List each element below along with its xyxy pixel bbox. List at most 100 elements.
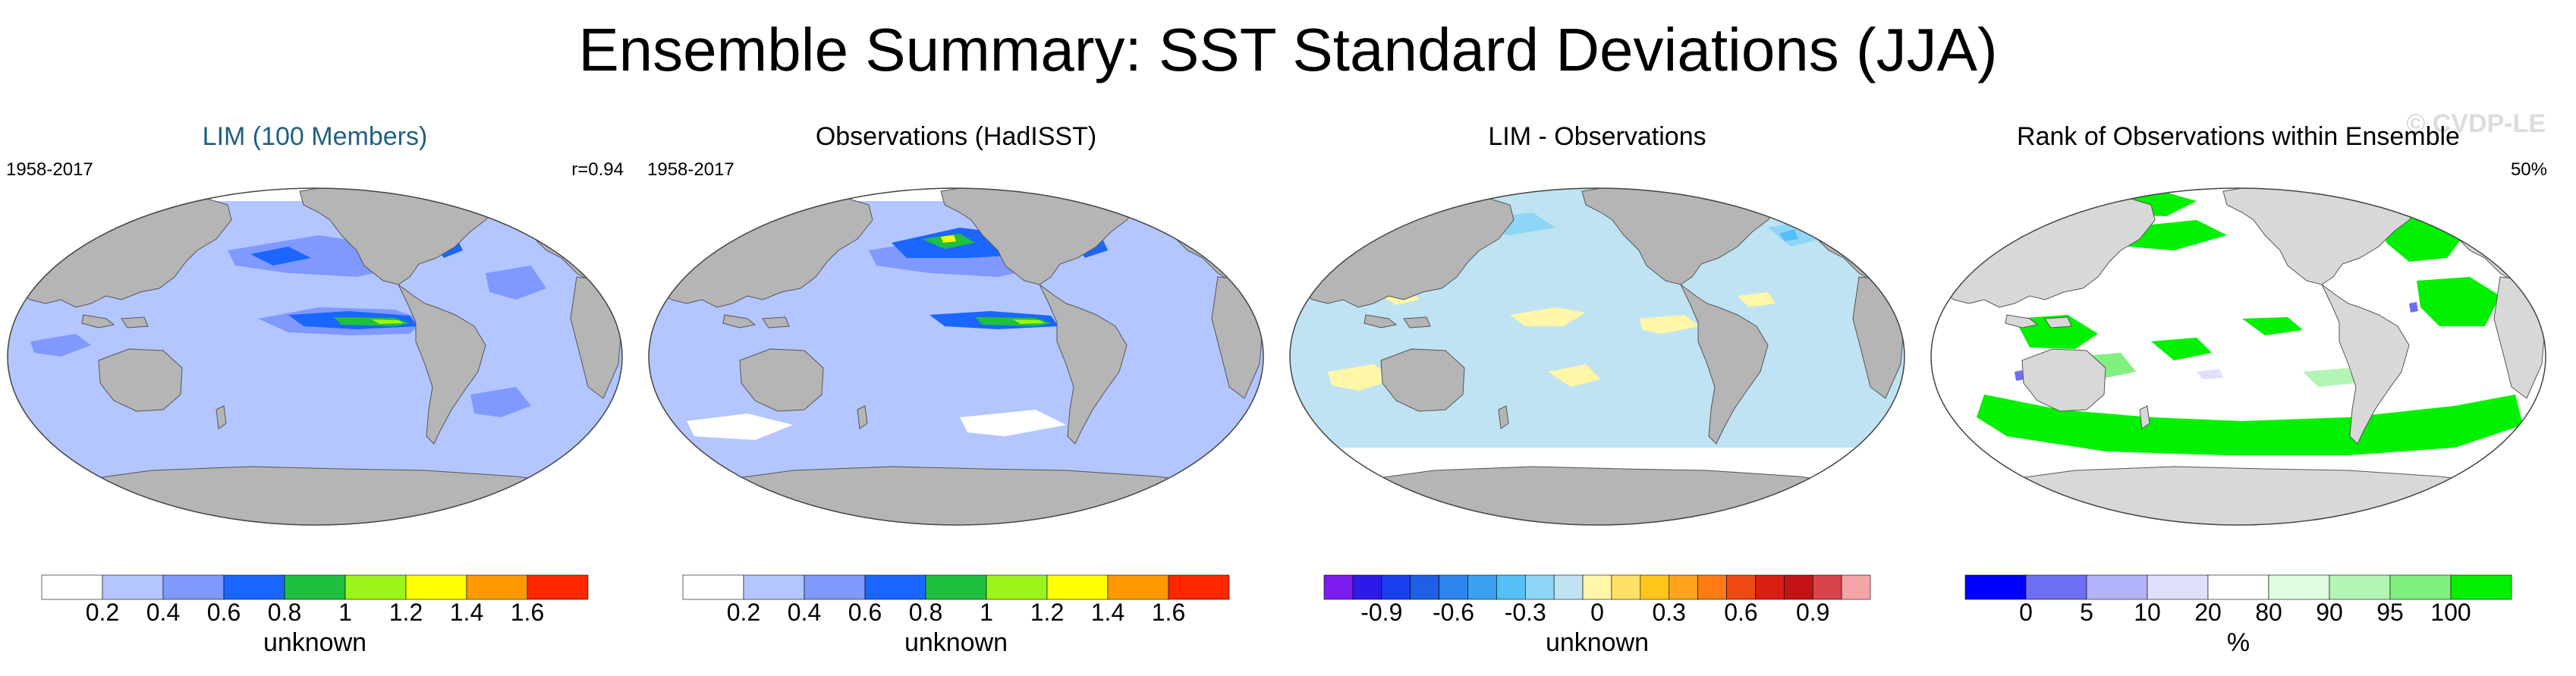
field-contour — [1328, 364, 1396, 391]
colorbar-tick-label: -0.6 — [1433, 599, 1474, 625]
colorbar-tick-label: 0.6 — [207, 599, 241, 625]
correlation-label: r=0.94 — [571, 159, 624, 180]
land-mass — [2044, 316, 2072, 329]
colorbar-swatch — [2329, 574, 2391, 600]
colorbar-tick-label: 1.4 — [1091, 599, 1124, 625]
field-contour — [1977, 395, 2523, 455]
land-mass — [81, 314, 115, 329]
colorbar-tick-label: 100 — [2430, 599, 2471, 625]
colorbar-swatch — [1352, 574, 1382, 600]
colorbar-swatch — [1697, 574, 1727, 600]
land-mass — [98, 348, 183, 412]
land-mass — [739, 348, 824, 412]
field-contour — [2015, 370, 2024, 381]
colorbar-swatch — [1640, 574, 1670, 600]
watermark: © CVDP-LE — [2406, 109, 2546, 138]
colorbar-swatch — [1553, 574, 1584, 600]
land-mass — [398, 284, 486, 445]
field-contour — [1548, 364, 1601, 387]
colorbar-swatch — [1841, 574, 1871, 600]
colorbar-swatch — [1410, 574, 1439, 600]
field-contour — [334, 317, 410, 326]
colorbar-graphic: 0.2 0.4 0.6 0.8 1 1.2 1.4 1.6 — [682, 574, 1230, 626]
colorbar: 0 5 10 20 80 90 95 100 % — [1923, 572, 2553, 663]
colorbar-swatch — [344, 574, 407, 600]
land-mass — [1403, 316, 1431, 329]
colorbar-tick-label: 0.6 — [1724, 599, 1757, 625]
colorbar-swatch — [223, 574, 285, 600]
colorbar-tick-label: 1.6 — [1152, 599, 1185, 625]
panel-title: LIM (100 Members) — [202, 122, 428, 151]
land-mass — [1349, 466, 1860, 525]
colorbar-swatch — [1784, 574, 1813, 600]
world-map — [1930, 187, 2546, 526]
field-contour — [2151, 338, 2212, 360]
colorbar-tick-label: 1.2 — [1030, 599, 1064, 625]
panel-difference: LIM - Observations -0.9 -0.6 -0.3 0 0.3 0.6 0.… — [1282, 114, 1912, 671]
colorbar-tick-label: 20 — [2194, 599, 2222, 625]
field-contour — [2303, 368, 2356, 387]
colorbar-swatch — [1582, 574, 1612, 600]
map-field — [1931, 188, 2546, 525]
land-mass — [121, 316, 149, 329]
field-contour — [250, 247, 311, 266]
colorbar-swatch — [1611, 574, 1641, 600]
field-contour — [2242, 317, 2303, 335]
colorbar-graphic: -0.9 -0.6 -0.3 0 0.3 0.6 0.9 — [1323, 574, 1871, 626]
panel-obs-std: Observations (HadISST) 1958-2017 0.2 0.4 0… — [641, 114, 1271, 671]
colorbar-swatch — [284, 574, 346, 600]
land-mass — [722, 314, 756, 329]
map-field — [649, 188, 1263, 525]
colorbar-tick-label: 0 — [1590, 599, 1604, 625]
colorbar-tick-label: 1 — [338, 599, 352, 625]
land-mass — [1767, 188, 1829, 209]
colorbar-swatch — [466, 574, 528, 600]
land-mass — [2408, 188, 2471, 209]
field-contour — [755, 188, 838, 199]
period-label: 1958-2017 — [6, 159, 93, 180]
colorbar-swatch — [1812, 574, 1842, 600]
colorbar-tick-label: 80 — [2255, 599, 2282, 625]
colorbar-swatch — [1496, 574, 1526, 600]
colorbar-tick-label: 90 — [2316, 599, 2343, 625]
colorbar-swatch — [2389, 574, 2452, 600]
land-mass — [1126, 188, 1188, 209]
colorbar-tick-label: 0.9 — [1796, 599, 1829, 625]
colorbar-swatch — [2025, 574, 2087, 600]
colorbar-tick-label: 10 — [2134, 599, 2161, 625]
colorbar-tick-label: 0.4 — [146, 599, 180, 625]
colorbar-swatch — [2207, 574, 2269, 600]
field-contour — [960, 410, 1066, 436]
land-mass — [1363, 314, 1398, 329]
colorbar-swatch — [102, 574, 164, 600]
colorbar: 0.2 0.4 0.6 0.8 1 1.2 1.4 1.6 unknown — [641, 572, 1271, 663]
colorbar-tick-label: 0.4 — [788, 599, 821, 625]
land-mass — [215, 405, 227, 429]
colorbar-swatch — [2147, 574, 2209, 600]
colorbar-tick-label: 0.2 — [86, 599, 119, 625]
colorbar-tick-label: 0.6 — [848, 599, 882, 625]
period-label: 1958-2017 — [647, 159, 734, 180]
colorbar-swatch — [2268, 574, 2330, 600]
land-mass — [67, 466, 578, 525]
colorbar-swatch — [1524, 574, 1555, 600]
colorbar-swatch — [1467, 574, 1497, 600]
colorbar-swatch — [743, 574, 805, 600]
colorbar-swatch — [405, 574, 467, 600]
colorbar-swatch — [2086, 574, 2148, 600]
panel-title: Rank of Observations within Ensemble — [2017, 122, 2460, 151]
field-contour — [1510, 307, 1586, 326]
colorbar-tick-label: 95 — [2376, 599, 2404, 625]
map-border — [1289, 187, 1905, 526]
colorbar-swatch — [1168, 574, 1230, 600]
figure-title: Ensemble Summary: SST Standard Deviation… — [578, 16, 1998, 83]
percent-label: 50% — [2510, 159, 2547, 180]
colorbar-swatch — [527, 574, 589, 600]
land-mass — [1990, 466, 2502, 525]
colorbar-swatch — [1439, 574, 1468, 600]
field-contour — [1639, 315, 1700, 334]
colorbar-tick-label: 0 — [2019, 599, 2033, 625]
land-mass — [857, 405, 868, 429]
colorbar-tick-label: -0.9 — [1360, 599, 1402, 625]
field-contour — [372, 319, 404, 324]
